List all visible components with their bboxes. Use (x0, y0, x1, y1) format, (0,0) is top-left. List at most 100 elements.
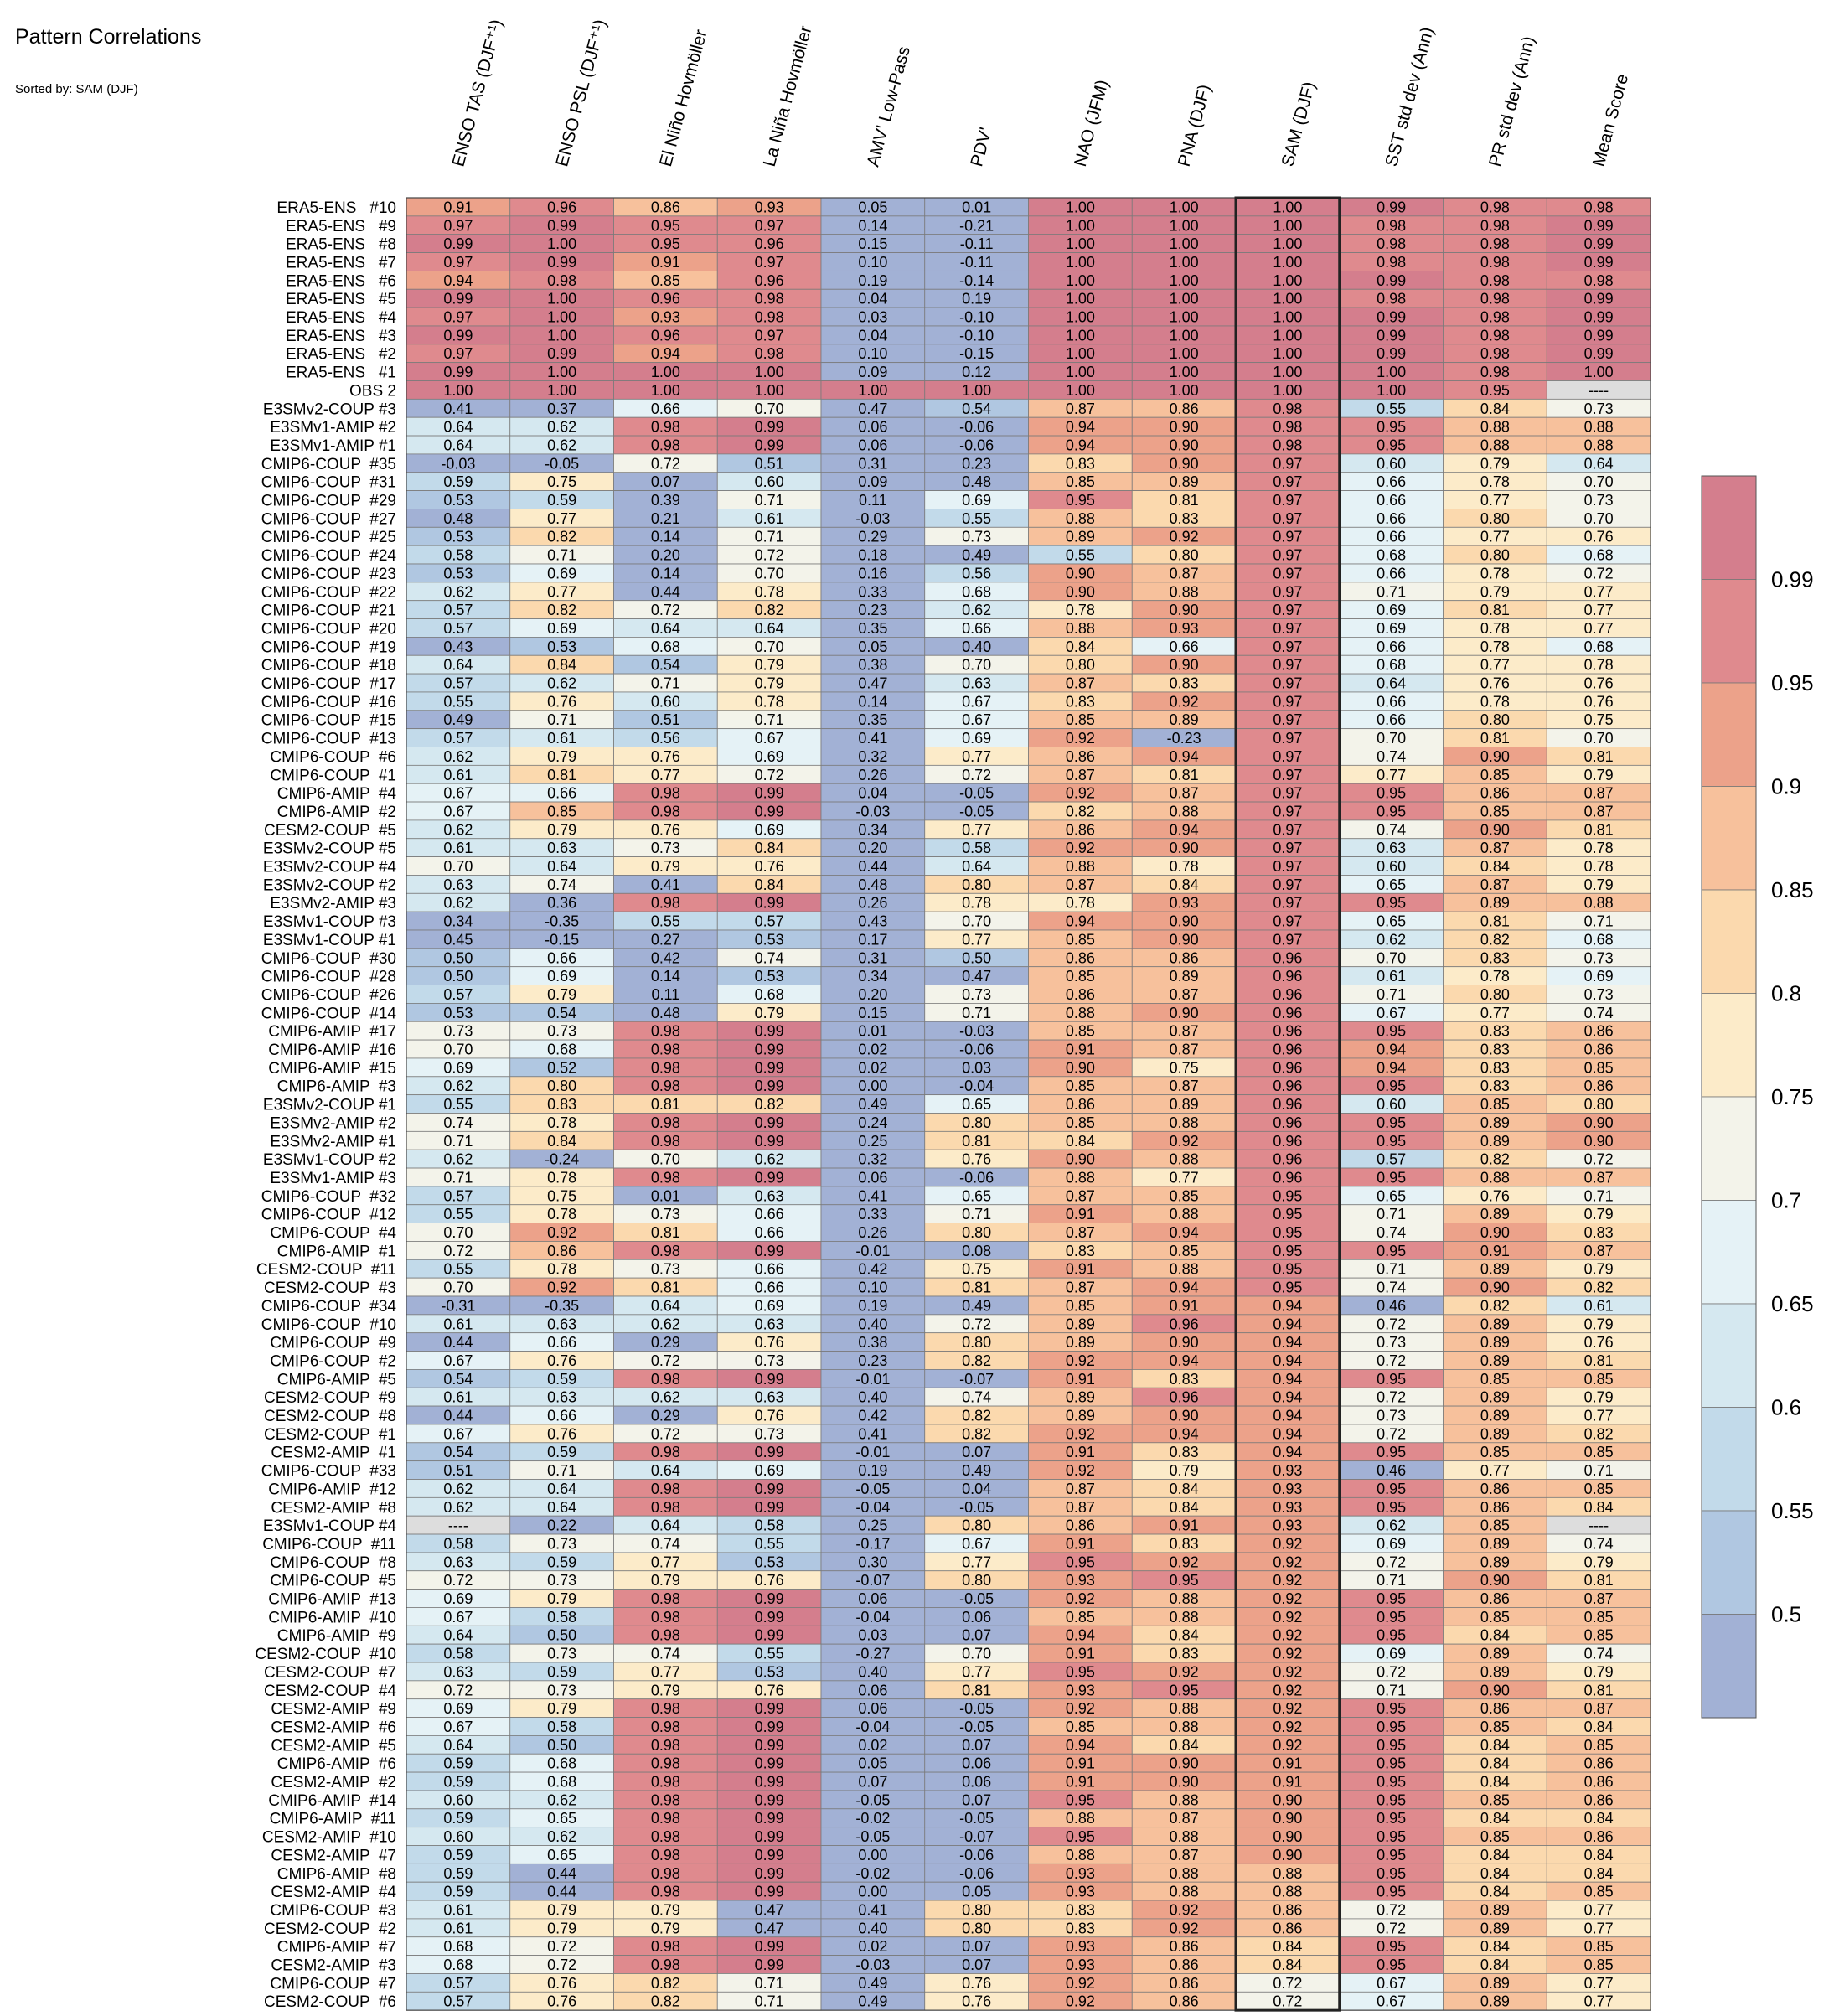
row-label: ERA5-ENS #3 (286, 328, 396, 345)
cell-value: 0.99 (755, 419, 784, 436)
cell-value: 0.88 (1170, 803, 1199, 819)
cell-value: 0.85 (1066, 711, 1095, 728)
cell-value: 0.84 (1170, 1481, 1199, 1497)
cell-value: 0.86 (1066, 1096, 1095, 1113)
cell-value: 0.88 (1170, 1884, 1199, 1900)
cell-value: 0.49 (962, 1462, 991, 1479)
cell-value: -0.11 (960, 254, 994, 271)
cell-value: 0.98 (651, 1865, 680, 1882)
cell-value: 0.74 (651, 1535, 680, 1552)
cell-value: -0.05 (959, 1810, 994, 1827)
cell-value: 0.57 (755, 913, 784, 930)
row-label: CMIP6-COUP #5 (270, 1573, 396, 1590)
cell-value: 0.93 (1170, 895, 1199, 912)
cell-value: 0.69 (962, 730, 991, 747)
cell-value: 0.60 (1377, 858, 1406, 875)
cell-value: 0.98 (651, 1481, 680, 1497)
cell-value: 0.19 (858, 1462, 887, 1479)
cell-value: 0.70 (651, 1151, 680, 1168)
cell-value: 0.91 (1480, 1243, 1510, 1259)
cell-value: 0.84 (1480, 1810, 1510, 1827)
cell-value: 0.74 (651, 1646, 680, 1662)
cell-value: 0.02 (858, 1938, 887, 1955)
cell-value: 0.72 (1273, 1975, 1302, 1992)
cell-value: 0.77 (962, 931, 991, 948)
cell-value: 0.71 (1377, 1682, 1406, 1698)
cell-value: 0.99 (755, 1700, 784, 1717)
cell-value: 0.82 (1584, 1425, 1614, 1442)
cell-value: 0.98 (651, 1042, 680, 1058)
cell-value: 0.90 (1066, 565, 1095, 582)
cell-value: 0.77 (962, 1663, 991, 1680)
colorbar-segment (1701, 1614, 1757, 1719)
cell-value: 0.86 (1584, 1042, 1614, 1058)
cell-value: 0.99 (443, 327, 473, 344)
cell-value: 0.51 (443, 1462, 473, 1479)
cell-value: -0.06 (959, 437, 994, 453)
cell-value: 0.65 (1377, 876, 1406, 893)
cell-value: 0.79 (651, 1920, 680, 1936)
cell-value: 0.89 (1480, 1920, 1510, 1936)
cell-value: 0.97 (1273, 583, 1302, 600)
cell-value: 1.00 (651, 382, 680, 399)
row-label: CMIP6-AMIP #6 (277, 1755, 396, 1773)
cell-value: 0.98 (651, 1828, 680, 1845)
cell-value: 0.47 (962, 968, 991, 985)
cell-value: 0.69 (755, 1297, 784, 1314)
cell-value: 0.97 (1273, 455, 1302, 472)
cell-value: -0.05 (855, 1791, 890, 1808)
cell-value: 0.99 (755, 1755, 784, 1772)
cell-value: 0.19 (962, 291, 991, 308)
cell-value: 0.76 (1584, 693, 1614, 710)
cell-value: 0.97 (1273, 547, 1302, 564)
cell-value: 0.75 (547, 473, 576, 490)
cell-value: 0.45 (443, 931, 473, 948)
cell-value: 0.53 (443, 529, 473, 545)
cell-value: 0.92 (1066, 840, 1095, 856)
cell-value: 0.99 (755, 1133, 784, 1150)
cell-value: 0.77 (1480, 1005, 1510, 1021)
cell-value: 0.99 (755, 1481, 784, 1497)
cell-value: 0.77 (547, 510, 576, 527)
cell-value: 0.97 (443, 345, 473, 362)
cell-value: 1.00 (1170, 309, 1199, 326)
cell-value: 0.40 (962, 638, 991, 655)
cell-value: 0.30 (858, 1553, 887, 1570)
row-label: CMIP6-COUP #2 (270, 1352, 396, 1370)
cell-value: 0.73 (651, 1206, 680, 1223)
cell-value: 0.76 (651, 821, 680, 838)
cell-value: 0.94 (1170, 1425, 1199, 1442)
cell-value: 0.73 (547, 1535, 576, 1552)
column-label: PDV' (967, 126, 995, 169)
cell-value: 0.98 (651, 1133, 680, 1150)
cell-value: 0.61 (443, 1389, 473, 1406)
cell-value: 0.87 (1170, 1847, 1199, 1864)
cell-value: 0.94 (1377, 1059, 1406, 1076)
cell-value: 0.97 (1273, 730, 1302, 747)
cell-value: 0.85 (1066, 473, 1095, 490)
cell-value: 0.98 (651, 1737, 680, 1754)
cell-value: 1.00 (755, 382, 784, 399)
cell-value: 0.66 (962, 620, 991, 637)
cell-value: 0.41 (651, 876, 680, 893)
cell-value: 0.14 (858, 217, 887, 234)
cell-value: -0.01 (855, 1371, 890, 1388)
cell-value: 0.83 (1170, 675, 1199, 692)
cell-value: 0.67 (755, 730, 784, 747)
cell-value: 0.04 (858, 785, 887, 802)
cell-value: 1.00 (1273, 327, 1302, 344)
cell-value: 0.55 (651, 913, 680, 930)
cell-value: 0.90 (1170, 1334, 1199, 1351)
cell-value: 0.95 (651, 217, 680, 234)
cell-value: 0.96 (1273, 968, 1302, 985)
cell-value: 0.99 (755, 1847, 784, 1864)
cell-value: 0.67 (443, 1609, 473, 1626)
cell-value: 0.88 (1170, 1590, 1199, 1607)
cell-value: 1.00 (1170, 272, 1199, 289)
cell-value: 0.91 (1066, 1261, 1095, 1278)
cell-value: 0.93 (1066, 1682, 1095, 1698)
cell-value: 0.84 (1480, 1957, 1510, 1973)
chart-subtitle: Sorted by: SAM (DJF) (15, 82, 138, 96)
cell-value: 0.84 (1066, 1133, 1095, 1150)
row-label: CESM2-COUP #11 (256, 1261, 396, 1279)
